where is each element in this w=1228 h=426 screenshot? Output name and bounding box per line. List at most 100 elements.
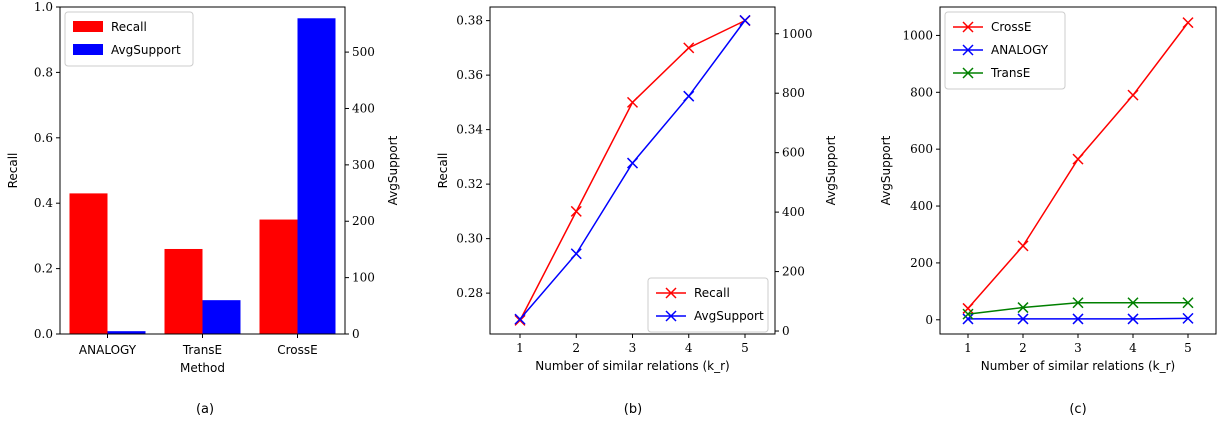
y-tick-label: 0.0 <box>34 327 53 341</box>
panel-a: ANALOGY TransE CrossE 0.0 0.2 0.4 0.6 0.8 1.0 0 10… <box>6 0 400 417</box>
marker-stroke <box>514 313 526 325</box>
marker-stroke <box>962 44 974 56</box>
marker-stroke <box>962 308 974 320</box>
bar-avgsupport-crosse <box>297 18 336 335</box>
legend-label: ANALOGY <box>991 43 1049 57</box>
bar-recall-crosse <box>259 219 298 334</box>
x-tick-label: CrossE <box>277 343 317 357</box>
marker-stroke <box>626 96 639 108</box>
legend-marker <box>665 310 677 322</box>
marker-stroke <box>514 314 526 326</box>
legend-marker <box>962 67 974 79</box>
point-crosse <box>962 302 974 314</box>
point-crosse <box>1127 89 1139 101</box>
point-analogy <box>1072 313 1084 325</box>
y-tick-label: 0.38 <box>456 14 483 28</box>
point-crosse <box>1182 17 1194 29</box>
legend-label: AvgSupport <box>694 309 764 323</box>
legend-entry-recall: Recall <box>656 286 730 300</box>
y-tick-label: 0.28 <box>456 286 483 300</box>
marker-stroke <box>683 42 695 54</box>
marker-stroke <box>665 287 677 299</box>
y-tick-label: 0.4 <box>34 196 53 210</box>
line-transe <box>967 301 1188 315</box>
y-tick-label: 800 <box>910 85 933 99</box>
point-avgsupport <box>683 90 695 102</box>
plot-frame <box>59 6 346 335</box>
y2-axis-title: AvgSupport <box>386 135 400 205</box>
marker-stroke <box>962 21 974 33</box>
legend-label: AvgSupport <box>111 43 181 57</box>
y2-tick-label: 500 <box>352 45 375 59</box>
marker-stroke <box>1017 313 1029 325</box>
point-transe <box>962 308 974 320</box>
y-tick-label: 0.6 <box>34 131 53 145</box>
point-avgsupport <box>570 248 582 260</box>
marker-stroke <box>1072 297 1084 309</box>
point-recall <box>683 42 695 54</box>
point-recall <box>626 96 639 108</box>
y2-axis-title: AvgSupport <box>824 135 838 205</box>
y-tick-label: 200 <box>910 256 933 270</box>
point-transe <box>1017 302 1029 314</box>
bar-avgsupport-analogy <box>107 331 146 334</box>
y2-tick-label: 0 <box>352 327 360 341</box>
y-tick-label: 0.30 <box>456 232 483 246</box>
x-tick-label: 5 <box>741 341 749 355</box>
point-analogy <box>1127 313 1139 325</box>
point-analogy <box>962 313 974 325</box>
legend-label: Recall <box>111 20 147 34</box>
bar-avgsupport-transe <box>202 300 241 334</box>
y-axis-title: AvgSupport <box>879 135 893 205</box>
legend-frame <box>647 277 769 333</box>
marker-stroke <box>1072 153 1084 165</box>
y-tick-label: 0.32 <box>456 177 483 191</box>
point-recall <box>514 314 526 326</box>
point-avgsupport <box>626 157 639 169</box>
legend-frame <box>944 11 1066 90</box>
legend-swatch <box>73 44 103 55</box>
marker-stroke <box>1017 302 1029 314</box>
marker-stroke <box>665 310 677 322</box>
x-tick-label: ANALOGY <box>79 343 137 357</box>
y-tick-label: 400 <box>910 199 933 213</box>
point-recall <box>570 205 582 217</box>
x-tick-label: 3 <box>629 341 637 355</box>
x-tick-label: 2 <box>572 341 580 355</box>
panel-b: 1 2 3 4 5 0.28 0.30 0.32 0.34 0.36 0.38 0 200 400 600 8… <box>436 6 838 417</box>
marker-stroke <box>683 90 695 102</box>
x-tick-label: TransE <box>182 343 222 357</box>
marker-stroke <box>1127 313 1139 325</box>
panel-c: 1 2 3 4 5 0 200 400 600 800 1000 Number of similar … <box>879 6 1217 417</box>
legend-entry-avgsupport: AvgSupport <box>656 309 764 323</box>
legend-marker <box>962 21 974 33</box>
point-transe <box>1072 297 1084 309</box>
marker-stroke <box>1182 312 1194 324</box>
legend-entry-crosse: CrossE <box>953 20 1031 34</box>
y-tick-label: 600 <box>910 142 933 156</box>
marker-stroke <box>570 248 582 260</box>
y-tick-label: 0 <box>925 313 933 327</box>
y2-tick-label: 200 <box>782 265 805 279</box>
y2-tick-label: 400 <box>782 205 805 219</box>
bar-recall-transe <box>164 248 203 334</box>
bar-recall-analogy <box>69 193 108 334</box>
x-axis-title: Method <box>180 361 225 375</box>
legend-entry-transe: TransE <box>953 66 1030 80</box>
marker-stroke <box>962 313 974 325</box>
marker-stroke <box>1182 17 1194 29</box>
line-avgsupport <box>519 19 746 320</box>
marker-stroke <box>1017 240 1029 252</box>
panel-caption: (c) <box>1069 402 1086 417</box>
panel-caption: (b) <box>624 402 642 417</box>
marker-stroke <box>962 67 974 79</box>
y-tick-label: 0.36 <box>456 68 483 82</box>
x-tick-label: 4 <box>1129 341 1137 355</box>
point-crosse <box>1017 240 1029 252</box>
x-axis-title: Number of similar relations (k_r) <box>535 359 729 373</box>
marker-stroke <box>1072 313 1084 325</box>
y-tick-label: 0.8 <box>34 65 53 79</box>
y-tick-label: 0.34 <box>456 123 483 137</box>
y2-tick-label: 800 <box>782 86 805 100</box>
